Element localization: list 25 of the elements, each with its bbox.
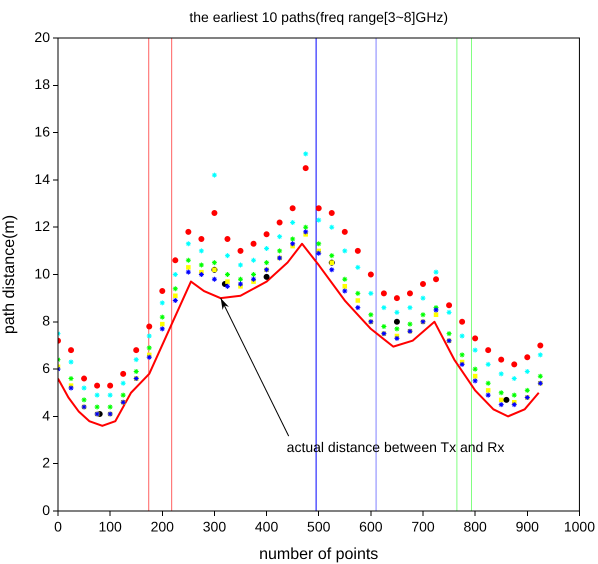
y-tick-label: 14 <box>34 170 50 187</box>
y-tick-label: 0 <box>42 502 50 518</box>
y-tick-label: 16 <box>34 123 50 140</box>
y-tick-label: 18 <box>34 76 50 92</box>
y-tick-label: 2 <box>42 454 50 471</box>
y-tick-label: 8 <box>42 312 50 329</box>
x-tick-label: 500 <box>307 518 331 534</box>
x-tick-label: 200 <box>150 518 174 534</box>
y-tick-label: 4 <box>42 407 50 424</box>
x-tick-label: 600 <box>359 518 383 534</box>
x-tick-label: 100 <box>98 518 122 534</box>
y-tick-label: 6 <box>42 360 50 376</box>
y-tick-label: 20 <box>34 28 50 45</box>
x-tick-label: 700 <box>411 518 435 534</box>
x-tick-label: 0 <box>54 518 62 534</box>
y-tick-label: 12 <box>34 218 50 234</box>
x-tick-label: 1000 <box>564 518 596 534</box>
y-tick-label: 10 <box>34 265 50 282</box>
y-axis-title: path distance(m) <box>1 214 18 334</box>
x-tick-label: 300 <box>202 518 226 534</box>
x-tick-label: 900 <box>516 518 540 534</box>
x-tick-label: 400 <box>254 518 278 534</box>
chart-title: the earliest 10 paths(freq range[3~8]GHz) <box>189 8 448 25</box>
x-axis-title: number of points <box>259 546 378 563</box>
x-tick-label: 800 <box>463 518 488 534</box>
